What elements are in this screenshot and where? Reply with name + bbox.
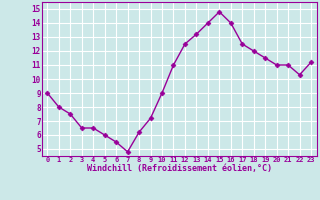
X-axis label: Windchill (Refroidissement éolien,°C): Windchill (Refroidissement éolien,°C) bbox=[87, 164, 272, 173]
